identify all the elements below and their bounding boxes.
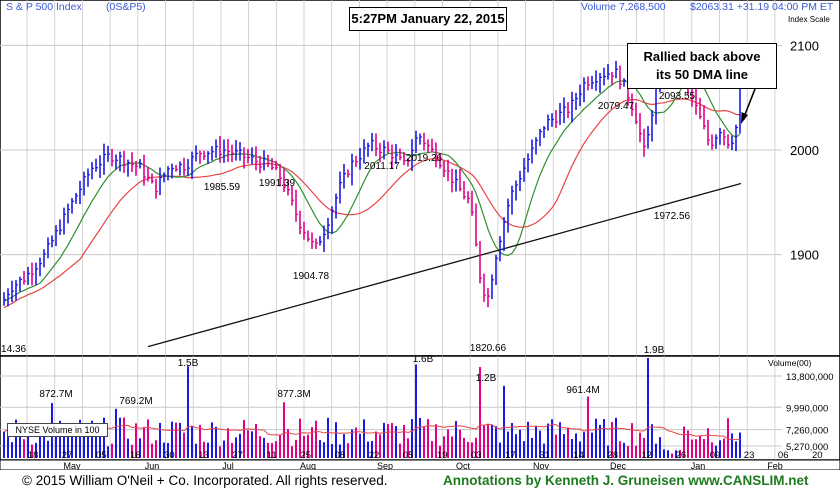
date-tick-label: 26 xyxy=(676,450,687,461)
copyright-text: © 2015 William O'Neil + Co. Incorporated… xyxy=(22,473,388,488)
price-annotation: 2019.26 xyxy=(406,153,443,164)
date-tick-label: 22 xyxy=(369,450,380,461)
date-tick-label: 18 xyxy=(28,450,39,461)
price-annotation: 1904.78 xyxy=(293,271,330,282)
moving-average-50-line xyxy=(3,76,741,303)
price-annotation: 1814.36 xyxy=(0,344,27,355)
moving-average-short-line xyxy=(3,98,741,309)
volume-axis-title: Volume(00) xyxy=(768,358,812,368)
timestamp-text: 5:27PM January 22, 2015 xyxy=(351,11,505,26)
date-tick-label: 27 xyxy=(62,450,73,461)
month-label: Dec xyxy=(610,461,627,470)
month-label: Aug xyxy=(300,461,316,470)
volume-legend: NYSE Volume in 100 xyxy=(7,423,108,437)
price-annotation: 1985.59 xyxy=(204,182,241,193)
date-tick-label: 14 xyxy=(573,450,584,461)
callout-line-2: its 50 DMA line xyxy=(656,67,748,82)
date-axis: 18 27 05 16 30 13 27 11 25 08 22 05 19 03 17 31 14 28 12 26… xyxy=(0,450,840,470)
callout-arrow xyxy=(741,88,756,124)
date-tick-label: 31 xyxy=(539,450,550,461)
time-readout: 04:00 PM ET xyxy=(772,1,834,13)
price-annotation: 1991.39 xyxy=(259,178,296,189)
date-tick-label: 09 xyxy=(710,450,721,461)
price-annotation: 1820.66 xyxy=(470,343,507,354)
date-tick-label: 13 xyxy=(198,450,209,461)
volume-tick-label: 7,260,000 xyxy=(786,426,828,437)
price-axis-title: Index Scale xyxy=(788,15,830,24)
volume-readout: Volume 7,268,500 xyxy=(581,1,666,13)
timestamp-box: 5:27PM January 22, 2015 xyxy=(349,7,507,31)
index-symbol: (0S&P5) xyxy=(106,1,146,13)
volume-legend-text: NYSE Volume in 100 xyxy=(15,425,100,435)
month-label: Jun xyxy=(145,461,160,470)
month-label: Jan xyxy=(691,461,706,470)
volume-annotation: 1.9B xyxy=(644,345,665,356)
volume-annotation: 961.4M xyxy=(566,385,599,396)
date-tick-label: 05 xyxy=(403,450,414,461)
date-tick-label: 03 xyxy=(471,450,482,461)
date-tick-label: 17 xyxy=(505,450,516,461)
chart-header: S & P 500 Index (0S&P5) Volume 7,268,500… xyxy=(6,1,834,368)
volume-annotation: 1.6B xyxy=(413,354,434,365)
price-annotation: 1972.56 xyxy=(654,211,691,222)
date-tick-label: 20 xyxy=(812,450,823,461)
price-annotation: 2011.17 xyxy=(364,161,400,172)
date-tick-label: 30 xyxy=(164,450,175,461)
price-tick-label: 1900 xyxy=(790,248,819,263)
date-tick-label: 23 xyxy=(744,450,755,461)
quote-readout: $2063.31 +31.19 xyxy=(690,1,769,13)
volume-tick-label: 5,270,000 xyxy=(786,442,828,453)
moving-average-200-line xyxy=(147,182,742,348)
month-label: May xyxy=(63,461,81,470)
volume-annotation: 872.7M xyxy=(39,389,72,400)
index-name: S & P 500 Index xyxy=(6,1,82,13)
month-label: Oct xyxy=(456,461,471,470)
price-tick-label: 2000 xyxy=(790,143,819,158)
volume-tick-label: 9,990,000 xyxy=(786,403,828,414)
price-annotation: 2093.55 xyxy=(659,91,696,102)
price-tick-label: 2100 xyxy=(790,38,819,53)
date-tick-label: 12 xyxy=(642,450,653,461)
month-label: Jul xyxy=(222,461,234,470)
date-tick-label: 25 xyxy=(301,450,312,461)
month-label: Feb xyxy=(767,461,783,470)
volume-annotation: 1.5B xyxy=(178,358,199,369)
annotation-callout: Rallied back above its 50 DMA line xyxy=(627,43,777,89)
volume-annotation: 877.3M xyxy=(277,389,310,400)
date-tick-label: 27 xyxy=(232,450,243,461)
price-annotation: 2079.47 xyxy=(598,101,635,112)
month-label: Nov xyxy=(533,461,550,470)
date-tick-label: 06 xyxy=(778,450,789,461)
volume-panel: 872.7M 769.2M 1.5B 877.3M 1.6B 1.2B 961.4M 1.9B… xyxy=(0,345,840,461)
date-tick-label: 28 xyxy=(607,450,618,461)
annotation-credits: Annotations by Kenneth J. Gruneisen www.… xyxy=(443,473,809,488)
footer: © 2015 William O'Neil + Co. Incorporated… xyxy=(0,470,840,491)
date-tick-label: 05 xyxy=(96,450,107,461)
date-tick-label: 08 xyxy=(335,450,346,461)
volume-annotation: 769.2M xyxy=(119,396,152,407)
month-label: Sep xyxy=(377,461,393,470)
date-tick-label: 11 xyxy=(267,450,277,461)
date-tick-label: 19 xyxy=(437,450,448,461)
volume-average-line xyxy=(3,423,741,441)
callout-line-1: Rallied back above xyxy=(643,49,761,64)
volume-tick-label: 13,800,000 xyxy=(786,372,834,383)
date-tick-label: 16 xyxy=(130,450,141,461)
volume-annotation: 1.2B xyxy=(476,373,497,384)
